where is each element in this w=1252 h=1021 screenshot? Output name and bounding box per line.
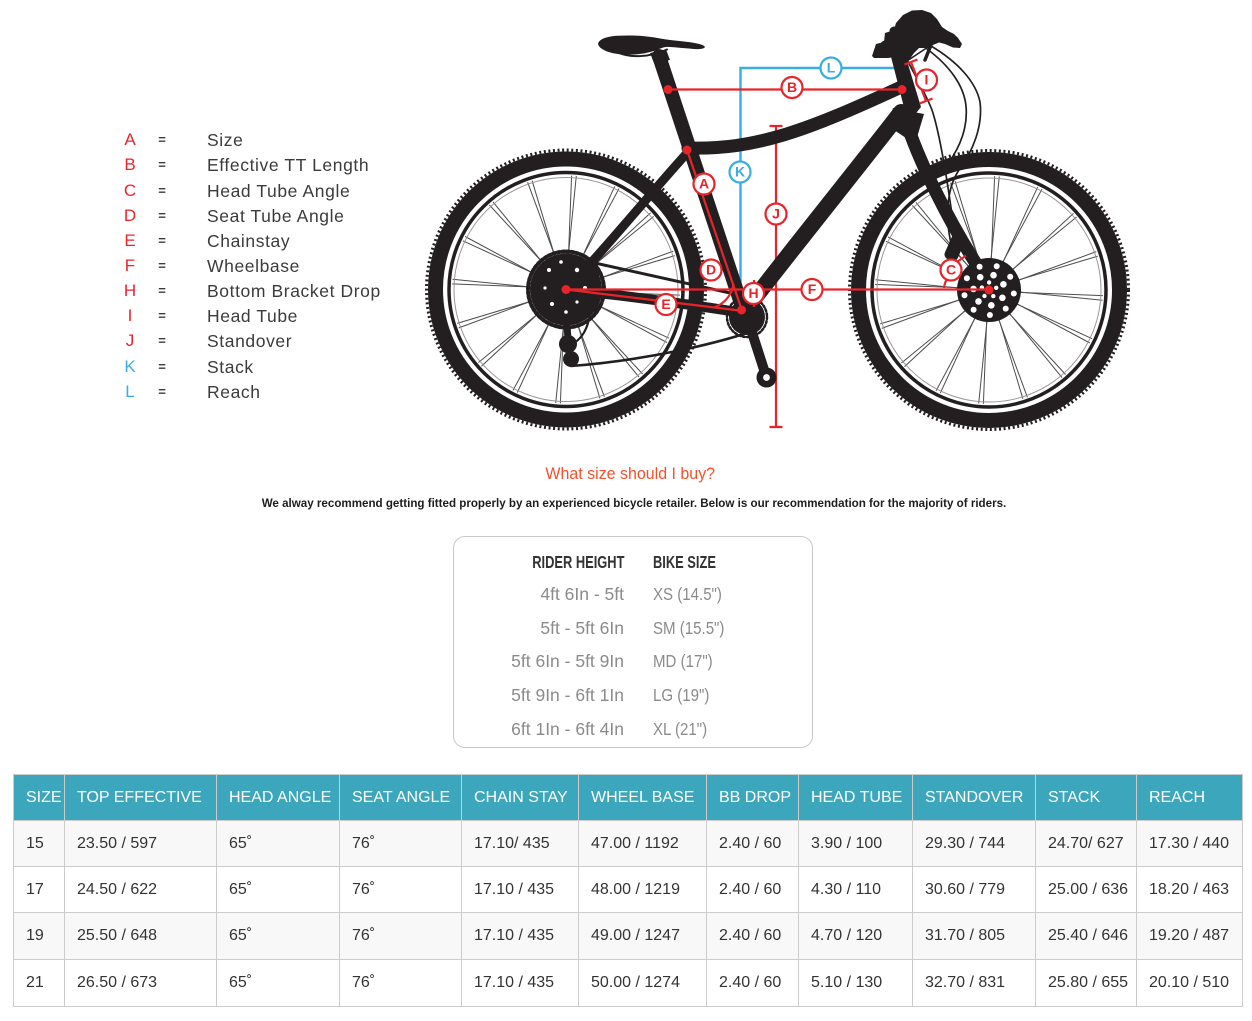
svg-text:H: H — [748, 285, 758, 301]
svg-text:F: F — [808, 281, 817, 297]
svg-text:D: D — [706, 262, 716, 278]
svg-text:B: B — [787, 79, 797, 95]
svg-text:E: E — [661, 296, 670, 312]
svg-text:I: I — [925, 72, 929, 88]
svg-text:L: L — [827, 60, 836, 76]
svg-text:K: K — [735, 164, 745, 180]
svg-text:C: C — [946, 262, 956, 278]
svg-text:J: J — [772, 206, 780, 222]
svg-text:A: A — [699, 176, 709, 192]
